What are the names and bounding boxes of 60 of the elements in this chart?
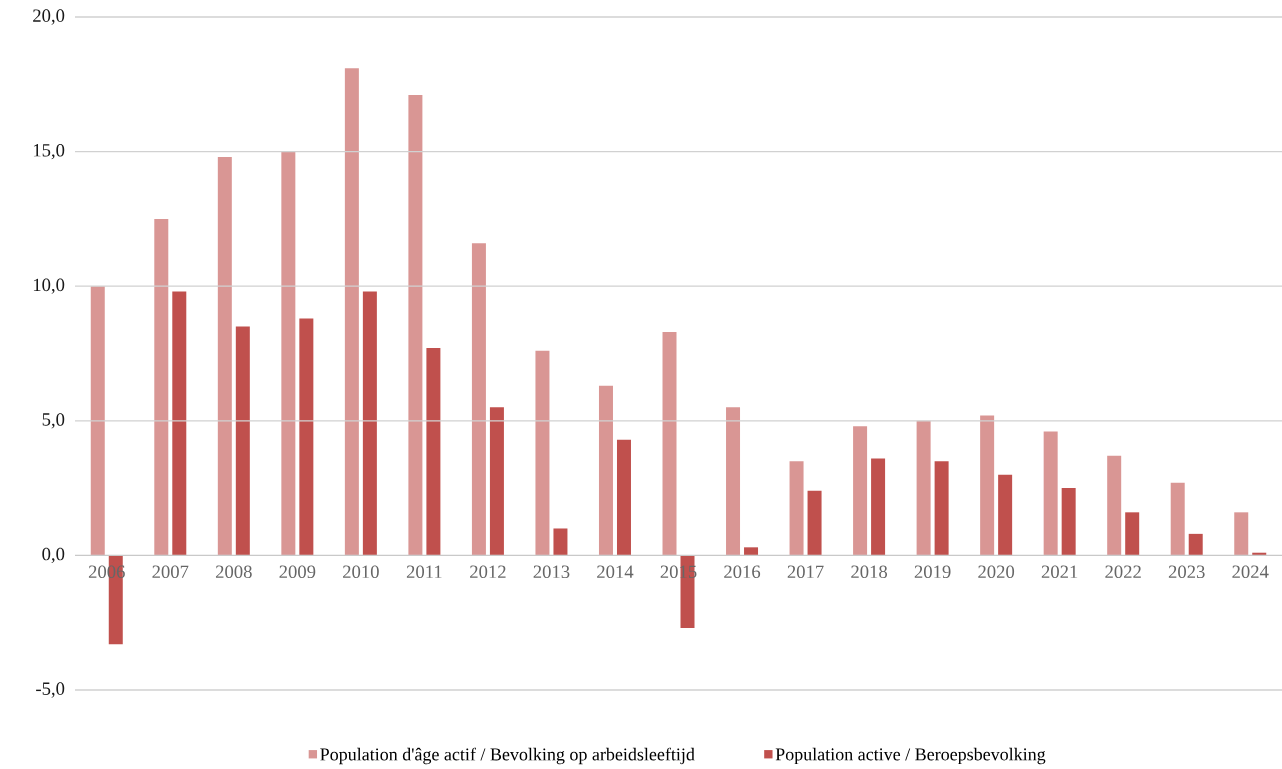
bar bbox=[662, 331, 677, 556]
bar bbox=[934, 461, 949, 556]
bar bbox=[1061, 488, 1076, 556]
bar bbox=[362, 291, 377, 556]
legend-label: Population active / Beroepsbevolking bbox=[775, 747, 1046, 765]
bar bbox=[616, 439, 631, 556]
bar bbox=[1234, 512, 1249, 556]
y-tick-label: 20,0 bbox=[33, 9, 65, 25]
bar bbox=[1043, 431, 1058, 556]
bar bbox=[471, 243, 486, 556]
bar bbox=[553, 528, 568, 556]
x-tick-label: 2013 bbox=[533, 565, 570, 579]
bar bbox=[916, 420, 931, 556]
x-tick-label: 2024 bbox=[1232, 565, 1269, 579]
x-tick-label: 2014 bbox=[597, 565, 634, 579]
x-tick-label: 2022 bbox=[1105, 565, 1141, 579]
bar bbox=[217, 156, 232, 556]
bar bbox=[726, 407, 741, 556]
bar bbox=[90, 286, 105, 556]
bar bbox=[154, 218, 169, 556]
bar bbox=[853, 426, 868, 556]
bar bbox=[172, 291, 187, 556]
x-tick-label: 2012 bbox=[470, 565, 506, 579]
bar bbox=[426, 348, 441, 556]
y-tick-label: -5,0 bbox=[36, 682, 65, 698]
x-tick-label: 2018 bbox=[851, 565, 888, 579]
bar bbox=[1107, 455, 1122, 556]
bar bbox=[299, 318, 314, 556]
x-tick-label: 2019 bbox=[914, 565, 951, 579]
x-tick-label: 2009 bbox=[279, 565, 316, 579]
bar bbox=[807, 490, 822, 556]
x-tick-label: 2021 bbox=[1041, 565, 1078, 579]
x-tick-label: 2008 bbox=[215, 565, 252, 579]
bar bbox=[598, 385, 613, 556]
bar bbox=[1125, 512, 1140, 556]
bar bbox=[980, 415, 995, 556]
bar bbox=[408, 95, 423, 556]
bar bbox=[789, 461, 804, 556]
y-tick-label: 0,0 bbox=[42, 547, 65, 564]
y-tick-label: 15,0 bbox=[33, 143, 65, 160]
x-tick-label: 2007 bbox=[152, 565, 189, 579]
y-tick-label: 5,0 bbox=[42, 413, 65, 429]
bar bbox=[1188, 533, 1203, 556]
x-tick-label: 2010 bbox=[343, 565, 379, 579]
y-tick-label: 10,0 bbox=[33, 278, 65, 294]
bar bbox=[535, 350, 550, 556]
x-tick-label: 2020 bbox=[978, 565, 1015, 579]
bar bbox=[744, 547, 759, 556]
bar bbox=[344, 68, 359, 556]
bar bbox=[998, 474, 1013, 556]
bar bbox=[235, 326, 250, 556]
bar bbox=[281, 151, 296, 556]
bar bbox=[1170, 482, 1185, 556]
bar bbox=[871, 458, 886, 556]
x-tick-label: 2017 bbox=[787, 565, 824, 579]
bar bbox=[489, 407, 504, 556]
legend-label: Population d'âge actif / Bevolking op arbeidsleeftijd bbox=[320, 747, 695, 765]
x-tick-label: 2023 bbox=[1168, 565, 1205, 579]
x-tick-label: 2016 bbox=[724, 565, 761, 579]
x-tick-label: 2011 bbox=[406, 565, 442, 579]
